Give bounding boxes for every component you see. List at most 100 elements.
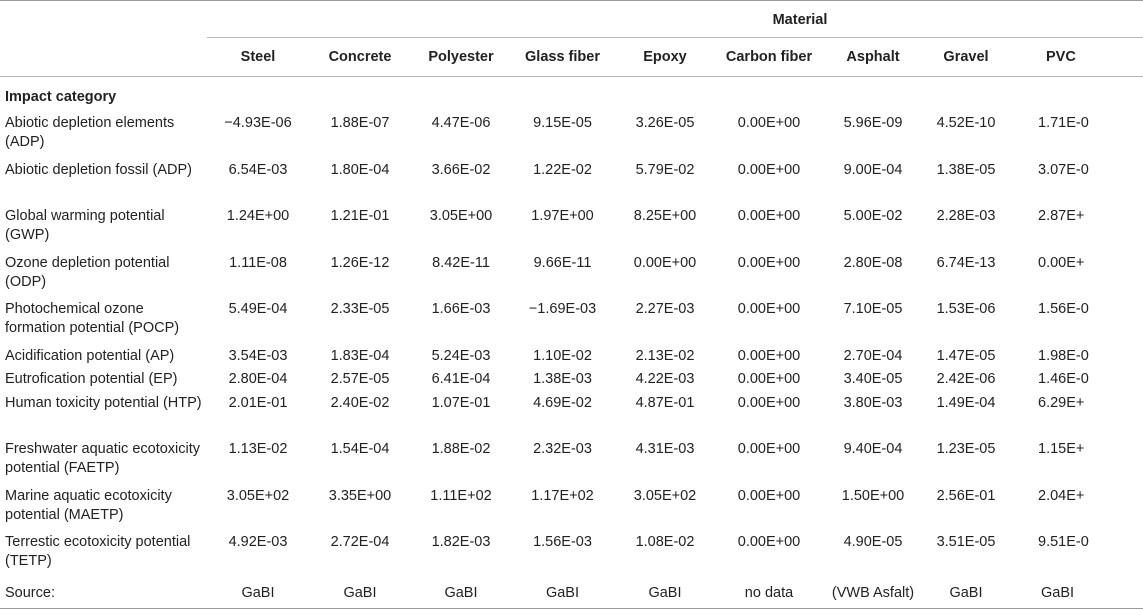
table-row: Acidification potential (AP) 3.54E-03 1.83… <box>0 346 1143 370</box>
value-cell: 4.52E-10 <box>936 115 996 131</box>
value-cell: 3.26E-05 <box>635 115 695 131</box>
value-cell: 1.54E-04 <box>330 441 390 457</box>
source-value: GaBI <box>241 584 275 601</box>
value-cell: 1.46E-0 <box>1038 371 1089 387</box>
value-cell: 1.82E-03 <box>431 534 491 550</box>
table-row: Abiotic depletion fossil (ADP) 6.54E-03 1.… <box>0 160 1143 207</box>
impact-category-label: Eutrofication potential (EP) <box>5 371 178 387</box>
source-value: no data <box>744 584 794 601</box>
value-cell: 0.00E+00 <box>737 347 801 364</box>
value-cell: 0.00E+00 <box>737 394 801 411</box>
value-cell: 9.15E-05 <box>533 115 592 131</box>
value-cell: −1.69E-03 <box>528 301 597 317</box>
value-cell: 6.74E-13 <box>936 254 996 271</box>
value-cell: −4.93E-06 <box>224 115 292 131</box>
source-value: GaBI <box>949 584 983 601</box>
value-cell: 1.11E-08 <box>229 254 287 271</box>
value-cell: 2.13E-02 <box>635 347 695 364</box>
value-cell: 5.49E-04 <box>228 301 288 317</box>
value-cell: 9.66E-11 <box>533 254 592 271</box>
value-cell: 2.70E-04 <box>843 347 903 364</box>
value-cell: 4.31E-03 <box>635 441 695 457</box>
source-label: Source: <box>5 584 55 601</box>
value-cell: 1.97E+00 <box>531 208 594 224</box>
value-cell: 1.24E+00 <box>226 208 290 224</box>
value-cell: 0.00E+00 <box>737 254 801 271</box>
table-row: Ozone depletion potential (ODP) 1.11E-08 1… <box>0 253 1143 300</box>
value-cell: 1.71E-0 <box>1038 115 1089 131</box>
value-cell: 0.00E+00 <box>737 208 801 224</box>
value-cell: 6.54E-03 <box>228 161 288 178</box>
value-cell: 1.88E-02 <box>431 441 491 457</box>
value-cell: 0.00E+00 <box>737 441 801 457</box>
value-cell: 1.53E-06 <box>936 301 996 317</box>
value-cell: 3.05E+02 <box>226 487 290 504</box>
value-cell: 1.10E-02 <box>533 347 592 364</box>
source-value: GaBI <box>1041 584 1075 601</box>
value-cell: 2.27E-03 <box>635 301 695 317</box>
value-cell: 1.47E-05 <box>936 347 996 364</box>
value-cell: 2.56E-01 <box>936 487 996 504</box>
value-cell: 3.51E-05 <box>936 534 996 550</box>
value-cell: 3.80E-03 <box>843 394 903 411</box>
value-cell: 0.00E+00 <box>737 161 801 178</box>
value-cell: 2.04E+ <box>1038 487 1085 504</box>
value-cell: 5.96E-09 <box>843 115 903 131</box>
material-header-steel: Steel <box>240 49 276 65</box>
source-value: GaBI <box>648 584 682 601</box>
value-cell: 1.88E-07 <box>330 115 390 131</box>
value-cell: 3.54E-03 <box>228 347 288 364</box>
value-cell: 0.00E+00 <box>737 301 801 317</box>
value-cell: 1.50E+00 <box>841 487 905 504</box>
source-row: Source: GaBI GaBI GaBI GaBI GaBI no data (VWB A… <box>0 579 1143 609</box>
group-header-rule <box>0 37 1143 38</box>
table-row: Marine aquatic ecotoxicity potential (MA… <box>0 486 1143 533</box>
value-cell: 6.29E+ <box>1038 394 1085 411</box>
impact-category-label: Acidification potential (AP) <box>5 347 175 364</box>
impact-category-label: Marine aquatic ecotoxicity potential (MA… <box>5 487 172 523</box>
value-cell: 9.00E-04 <box>843 161 903 178</box>
value-cell: 5.79E-02 <box>635 161 695 178</box>
value-cell: 7.10E-05 <box>843 301 903 317</box>
value-cell: 1.80E-04 <box>330 161 390 178</box>
value-cell: 4.90E-05 <box>843 534 903 550</box>
value-cell: 4.69E-02 <box>533 394 592 411</box>
value-cell: 4.47E-06 <box>431 115 491 131</box>
value-cell: 6.41E-04 <box>431 371 491 387</box>
material-header-polyester: Polyester <box>428 49 494 65</box>
value-cell: 0.00E+00 <box>737 115 801 131</box>
value-cell: 4.87E-01 <box>635 394 695 411</box>
value-cell: 2.80E-08 <box>843 254 903 271</box>
value-cell: 2.80E-04 <box>228 371 288 387</box>
top-rule <box>0 0 1143 1</box>
material-header-glass-fiber: Glass fiber <box>525 49 600 65</box>
value-cell: 9.51E-0 <box>1038 534 1089 550</box>
material-header-gravel: Gravel <box>943 49 989 65</box>
source-value: GaBI <box>343 584 377 601</box>
value-cell: 5.24E-03 <box>431 347 491 364</box>
table-row: Global warming potential (GWP) 1.24E+00 1.… <box>0 206 1143 253</box>
impact-category-label: Abiotic depletion fossil (ADP) <box>5 161 192 178</box>
value-cell: 1.15E+ <box>1038 441 1085 457</box>
value-cell: 1.98E-0 <box>1038 347 1089 364</box>
value-cell: 8.42E-11 <box>432 254 490 271</box>
table-row: Eutrofication potential (EP) 2.80E-04 2.57… <box>0 369 1143 393</box>
value-cell: 1.56E-03 <box>533 534 592 550</box>
material-header-concrete: Concrete <box>328 49 392 65</box>
material-header-epoxy: Epoxy <box>643 49 687 65</box>
value-cell: 2.57E-05 <box>330 371 390 387</box>
value-cell: 3.05E+02 <box>633 487 697 504</box>
value-cell: 8.25E+00 <box>633 208 697 224</box>
value-cell: 3.07E-0 <box>1038 161 1089 178</box>
value-cell: 0.00E+00 <box>737 487 801 504</box>
value-cell: 1.17E+02 <box>531 487 594 504</box>
value-cell: 1.66E-03 <box>431 301 491 317</box>
value-cell: 3.40E-05 <box>843 371 903 387</box>
value-cell: 0.00E+00 <box>633 254 697 271</box>
material-header-carbon-fiber: Carbon fiber <box>725 49 813 65</box>
value-cell: 1.56E-0 <box>1038 301 1089 317</box>
group-header-row: Material <box>0 1 1143 38</box>
source-value: GaBI <box>545 584 580 601</box>
